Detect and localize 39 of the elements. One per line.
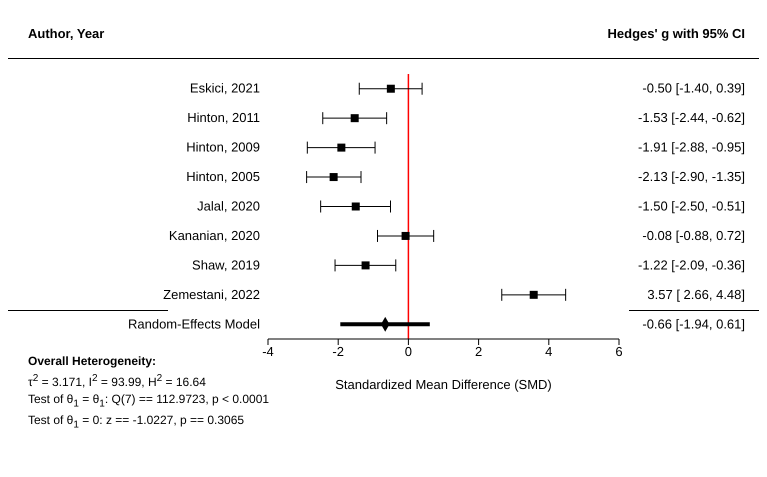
text: -2.13 [-2.90, -1.35]	[638, 169, 745, 184]
text: -1.91 [-2.88, -0.95]	[638, 140, 745, 155]
x-tick-label: 4	[545, 344, 552, 360]
text: Author, Year	[28, 26, 104, 41]
text: Test of θ$_{1}$ = 0: z == -1.0227, p == 0.3065	[28, 413, 244, 431]
text: Test of θ$_{1}$ = θ$_{1}$: Q(7) == 112.9723, p < 0.0001	[28, 392, 270, 410]
text: Overall Heterogeneity:	[28, 354, 156, 368]
x-axis-title: Standardized Mean Difference (SMD)	[335, 377, 552, 392]
text: -1.50 [-2.50, -0.51]	[638, 198, 745, 214]
point	[402, 232, 410, 240]
x-tick-label: 6	[615, 344, 623, 360]
point	[337, 144, 346, 152]
point	[350, 114, 359, 122]
y-tick-label: Hinton, 2011	[187, 110, 260, 126]
point	[386, 84, 395, 93]
point	[330, 173, 338, 182]
y-tick-label: Hinton, 2009	[186, 140, 260, 155]
text: -0.66 [-1.94, 0.61]	[642, 316, 745, 332]
text: -1.53 [-2.44, -0.62]	[638, 110, 745, 126]
text: -0.08 [-0.88, 0.72]	[642, 228, 745, 243]
y-tick-label: Shaw, 2019	[192, 257, 260, 272]
y-tick-label: Hinton, 2005	[186, 169, 260, 184]
x-tick-label: 0	[404, 344, 412, 360]
y-tick-label: Zemestani, 2022	[163, 286, 260, 302]
point	[362, 261, 370, 270]
x-tick-label: -4	[262, 344, 274, 360]
text: Hedges' g with 95% CI	[608, 26, 745, 41]
point	[352, 202, 360, 210]
x-tick-label: -2	[332, 344, 344, 360]
y-tick-label: Eskici, 2021	[190, 80, 260, 96]
y-tick-label: Jalal, 2020	[197, 198, 260, 214]
y-tick-label: Kananian, 2020	[168, 228, 260, 243]
text: 3.57 [ 2.66, 4.48]	[647, 286, 745, 302]
text: -0.50 [-1.40, 0.39]	[642, 80, 745, 96]
x-tick-label: 2	[474, 344, 482, 360]
text: -1.22 [-2.09, -0.36]	[638, 257, 745, 272]
text: τ$^{2}$ = 3.171, I$^{2}$ = 93.99, H$^{2}$ = 16.64	[28, 373, 206, 389]
y-tick-label: Random-Effects Model	[128, 316, 260, 332]
point	[530, 290, 538, 299]
